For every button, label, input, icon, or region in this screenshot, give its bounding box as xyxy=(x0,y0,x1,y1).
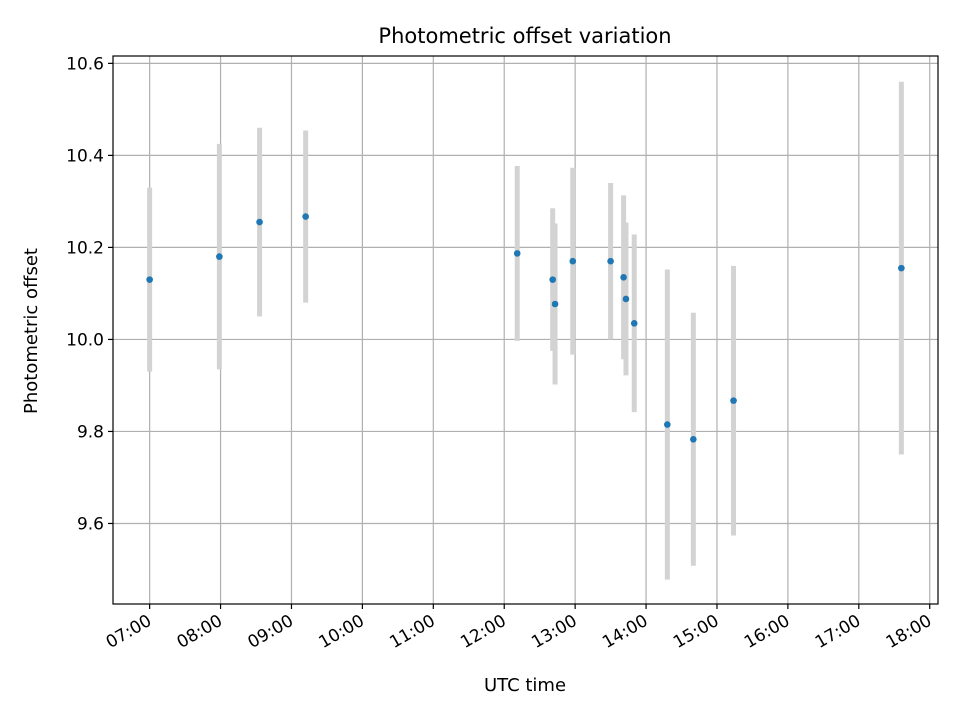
data-point xyxy=(256,218,263,226)
y-axis-title: Photometric offset xyxy=(21,248,42,414)
data-point xyxy=(620,274,627,281)
x-tick-label: 09:00 xyxy=(245,611,297,653)
x-tick-label: 11:00 xyxy=(386,611,438,653)
x-axis-title: UTC time xyxy=(484,675,566,696)
x-tick-label: 18:00 xyxy=(883,611,935,653)
x-tick-label: 17:00 xyxy=(812,611,864,653)
error-bars xyxy=(147,81,904,580)
y-tick-label: 10.0 xyxy=(66,330,104,350)
data-point xyxy=(898,264,905,272)
data-point xyxy=(730,397,737,404)
data-point xyxy=(690,435,697,443)
data-point xyxy=(630,320,638,327)
data-markers xyxy=(146,213,905,443)
data-point xyxy=(607,257,614,265)
plot-frame xyxy=(112,55,939,605)
data-point xyxy=(302,213,309,220)
x-tick-label: 08:00 xyxy=(174,611,226,653)
grid xyxy=(113,56,938,604)
data-point xyxy=(146,276,153,283)
data-point xyxy=(513,250,521,257)
x-tick-label: 16:00 xyxy=(741,611,793,653)
x-tick-label: 10:00 xyxy=(315,611,367,653)
data-point xyxy=(549,276,556,283)
y-tick-label: 10.4 xyxy=(66,146,104,166)
x-tick-label: 14:00 xyxy=(599,611,651,653)
x-tick-label: 07:00 xyxy=(103,611,155,653)
data-point xyxy=(664,421,671,428)
data-point xyxy=(569,257,577,265)
x-tick-label: 13:00 xyxy=(528,611,580,653)
axis-ticks: 07:00 08:00 09:00 10:00 11:00 12:00 13:00 14:00… xyxy=(66,54,935,652)
chart-title: Photometric offset variation xyxy=(378,24,671,48)
y-tick-label: 10.2 xyxy=(66,238,104,258)
x-tick-label: 12:00 xyxy=(457,611,509,653)
x-tick-label: 15:00 xyxy=(670,611,722,653)
y-tick-label: 10.6 xyxy=(66,54,104,74)
y-tick-label: 9.6 xyxy=(77,514,104,534)
data-point xyxy=(216,253,223,260)
data-point xyxy=(622,295,630,303)
y-tick-label: 9.8 xyxy=(77,422,104,442)
data-point xyxy=(551,300,559,308)
